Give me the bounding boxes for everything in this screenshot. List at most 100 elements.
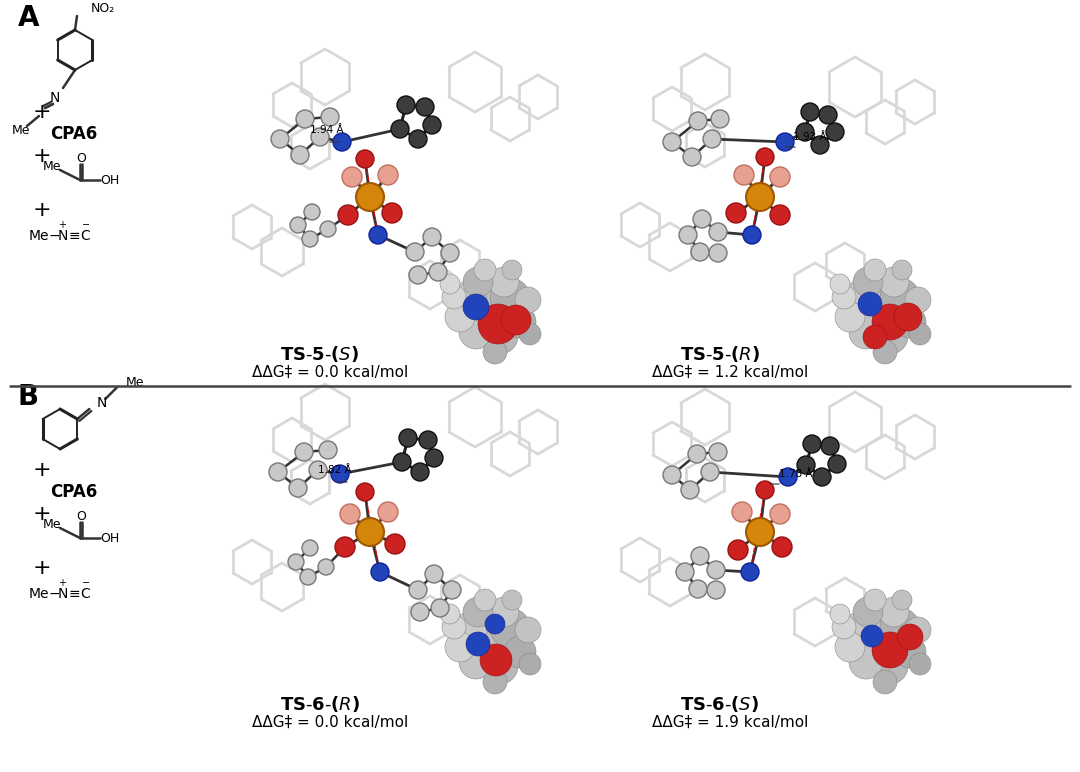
Circle shape <box>465 632 490 656</box>
Circle shape <box>826 123 843 141</box>
Circle shape <box>483 670 507 694</box>
Circle shape <box>894 306 926 338</box>
Circle shape <box>892 590 912 610</box>
Circle shape <box>335 537 355 557</box>
Circle shape <box>423 228 441 246</box>
Circle shape <box>872 304 908 340</box>
Circle shape <box>303 204 320 220</box>
Circle shape <box>441 244 459 262</box>
Circle shape <box>474 589 496 611</box>
Circle shape <box>683 148 701 166</box>
Circle shape <box>519 653 541 675</box>
Circle shape <box>356 183 384 211</box>
Circle shape <box>864 259 886 281</box>
Circle shape <box>342 167 362 187</box>
Circle shape <box>813 468 831 486</box>
Circle shape <box>409 581 427 599</box>
Text: Me$-\!\overset{+}{\rm N}\!\equiv\!\overset{-}{\rm C}$: Me$-\!\overset{+}{\rm N}\!\equiv\!\overs… <box>28 578 92 602</box>
Text: $\bf{TS\text{-}5\text{-}(}$$\bf{\mathit{S}}$$\bf{)}$: $\bf{TS\text{-}5\text{-}(}$$\bf{\mathit{… <box>281 344 360 364</box>
Circle shape <box>490 278 530 318</box>
Circle shape <box>707 581 725 599</box>
Circle shape <box>689 112 707 130</box>
Text: +: + <box>32 558 52 578</box>
Circle shape <box>831 274 850 294</box>
Circle shape <box>746 183 774 211</box>
Circle shape <box>832 615 856 639</box>
Circle shape <box>663 466 681 484</box>
Circle shape <box>772 537 792 557</box>
Circle shape <box>732 502 752 522</box>
Text: Me: Me <box>43 517 62 530</box>
Circle shape <box>770 167 789 187</box>
Circle shape <box>449 283 487 321</box>
Circle shape <box>835 302 865 332</box>
Circle shape <box>504 306 536 338</box>
Text: $\bf{TS\text{-}6\text{-}(}$$\bf{\mathit{S}}$$\bf{)}$: $\bf{TS\text{-}6\text{-}(}$$\bf{\mathit{… <box>680 694 759 714</box>
Circle shape <box>708 244 727 262</box>
Circle shape <box>835 632 865 662</box>
Text: +: + <box>32 460 52 480</box>
Circle shape <box>909 323 931 345</box>
Circle shape <box>356 483 374 501</box>
Circle shape <box>440 274 460 294</box>
Text: Me: Me <box>125 375 144 388</box>
Circle shape <box>689 580 707 598</box>
Circle shape <box>309 461 327 479</box>
Circle shape <box>369 226 387 244</box>
Circle shape <box>872 632 908 668</box>
Circle shape <box>905 287 931 313</box>
Circle shape <box>501 305 531 335</box>
Circle shape <box>879 597 909 627</box>
Text: NO₂: NO₂ <box>91 2 116 15</box>
Circle shape <box>338 205 357 225</box>
Circle shape <box>879 267 909 297</box>
Text: ΔΔG‡ = 1.9 kcal/mol: ΔΔG‡ = 1.9 kcal/mol <box>652 715 808 730</box>
Circle shape <box>863 325 887 349</box>
Circle shape <box>681 481 699 499</box>
Circle shape <box>311 128 329 146</box>
Circle shape <box>746 518 774 546</box>
Circle shape <box>701 463 719 481</box>
Circle shape <box>801 103 819 121</box>
Circle shape <box>291 146 309 164</box>
Circle shape <box>779 468 797 486</box>
Circle shape <box>797 456 815 474</box>
Text: OH: OH <box>100 174 120 187</box>
Circle shape <box>743 226 761 244</box>
Circle shape <box>873 340 897 364</box>
Circle shape <box>485 614 505 634</box>
Circle shape <box>849 315 883 349</box>
Circle shape <box>296 110 314 128</box>
Circle shape <box>478 304 518 344</box>
Circle shape <box>474 259 496 281</box>
Circle shape <box>828 455 846 473</box>
Text: O: O <box>76 151 86 164</box>
Circle shape <box>905 617 931 643</box>
Circle shape <box>397 96 415 114</box>
Circle shape <box>708 223 727 241</box>
Circle shape <box>894 636 926 668</box>
Circle shape <box>468 620 512 664</box>
Circle shape <box>289 479 307 497</box>
Circle shape <box>409 266 427 284</box>
Circle shape <box>409 130 427 148</box>
Circle shape <box>858 620 902 664</box>
Circle shape <box>515 617 541 643</box>
Circle shape <box>340 504 360 524</box>
Circle shape <box>839 283 877 321</box>
Circle shape <box>399 429 417 447</box>
Circle shape <box>321 108 339 126</box>
Text: 1.78 Å: 1.78 Å <box>780 469 813 479</box>
Circle shape <box>463 294 489 320</box>
Circle shape <box>406 243 424 261</box>
Text: N: N <box>96 396 107 410</box>
Circle shape <box>864 589 886 611</box>
Circle shape <box>419 431 437 449</box>
Circle shape <box>693 210 711 228</box>
Text: +: + <box>32 200 52 220</box>
Text: O: O <box>76 510 86 523</box>
Circle shape <box>483 340 507 364</box>
Circle shape <box>482 648 518 684</box>
Circle shape <box>811 136 829 154</box>
Circle shape <box>872 648 908 684</box>
